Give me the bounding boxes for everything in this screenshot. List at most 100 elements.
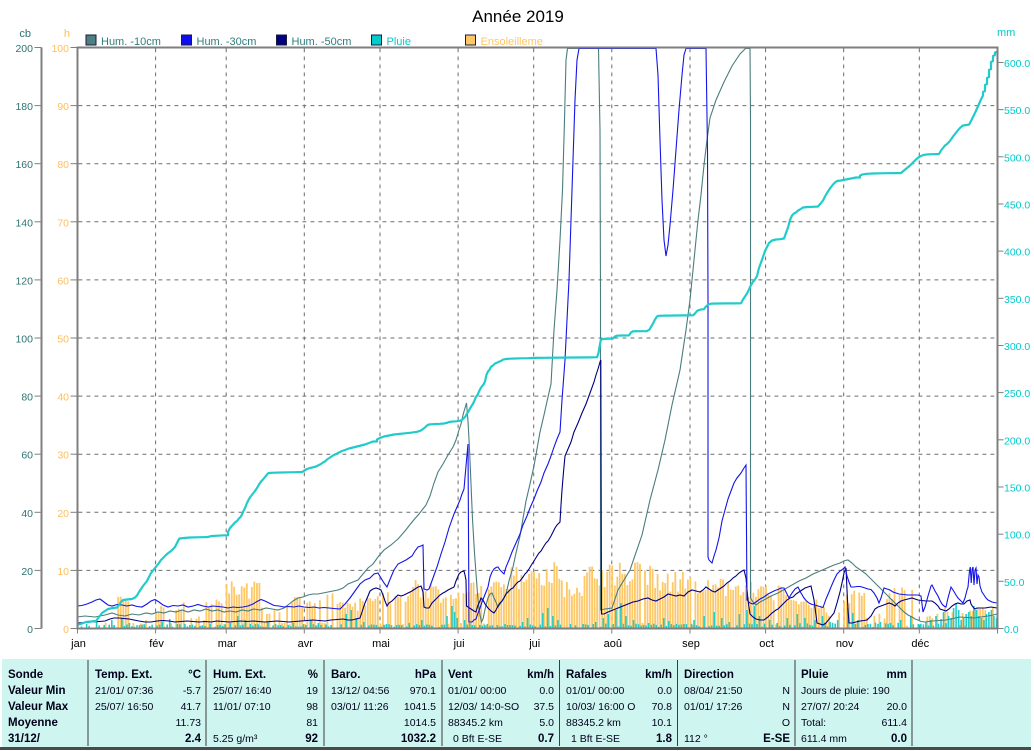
svg-text:11/01/ 07:10: 11/01/ 07:10: [213, 701, 271, 713]
svg-text:13/12/ 04:56: 13/12/ 04:56: [331, 685, 390, 697]
svg-text:Ensoleilleme: Ensoleilleme: [481, 36, 543, 48]
svg-text:550.0: 550.0: [1004, 105, 1030, 117]
svg-text:92: 92: [305, 733, 318, 745]
svg-text:400.0: 400.0: [1004, 247, 1030, 259]
svg-text:déc: déc: [911, 638, 929, 650]
svg-text:Vent: Vent: [448, 669, 472, 681]
svg-text:Temp. Ext.: Temp. Ext.: [95, 669, 152, 681]
svg-text:1.8: 1.8: [656, 733, 673, 745]
svg-text:250.0: 250.0: [1004, 388, 1030, 400]
svg-text:0.0: 0.0: [891, 733, 907, 745]
svg-text:01/01/ 17:26: 01/01/ 17:26: [684, 701, 743, 713]
svg-text:Année 2019: Année 2019: [472, 7, 564, 26]
svg-text:19: 19: [306, 685, 318, 697]
svg-text:Hum. -50cm: Hum. -50cm: [292, 36, 352, 48]
svg-text:jui: jui: [528, 638, 540, 650]
svg-text:5.0: 5.0: [539, 717, 554, 729]
svg-text:40: 40: [21, 508, 33, 520]
svg-text:611.4 mm: 611.4 mm: [801, 733, 847, 745]
svg-text:300.0: 300.0: [1004, 341, 1030, 353]
svg-text:mar: mar: [218, 638, 237, 650]
svg-text:2.4: 2.4: [185, 733, 202, 745]
svg-text:50.0: 50.0: [1004, 577, 1025, 589]
svg-text:Sonde: Sonde: [8, 669, 43, 681]
svg-text:-5.7: -5.7: [183, 685, 201, 697]
svg-text:oct: oct: [759, 638, 774, 650]
svg-text:180: 180: [15, 101, 33, 113]
svg-text:150.0: 150.0: [1004, 483, 1030, 495]
svg-text:50: 50: [57, 334, 69, 346]
svg-text:0.0: 0.0: [1004, 624, 1019, 636]
svg-text:sep: sep: [682, 638, 700, 650]
svg-text:h: h: [64, 28, 70, 40]
svg-text:88345.2 km: 88345.2 km: [566, 717, 621, 729]
svg-text:mm: mm: [887, 669, 907, 681]
svg-text:N: N: [782, 685, 790, 697]
svg-text:Total:: Total:: [801, 717, 826, 729]
svg-text:Rafales: Rafales: [566, 669, 607, 681]
svg-text:nov: nov: [836, 638, 854, 650]
svg-text:Hum. -30cm: Hum. -30cm: [197, 36, 257, 48]
svg-text:10.1: 10.1: [652, 717, 673, 729]
svg-text:0.7: 0.7: [538, 733, 554, 745]
svg-text:01/01/ 00:00: 01/01/ 00:00: [566, 685, 625, 697]
svg-text:200.0: 200.0: [1004, 435, 1030, 447]
svg-text:40: 40: [57, 392, 69, 404]
svg-text:Jours de pluie: 190: Jours de pluie: 190: [801, 685, 890, 697]
svg-text:37.5: 37.5: [534, 701, 555, 713]
svg-text:0: 0: [27, 624, 33, 636]
svg-text:km/h: km/h: [527, 669, 554, 681]
svg-text:80: 80: [57, 159, 69, 171]
svg-text:12/03/ 14:0-SO: 12/03/ 14:0-SO: [448, 701, 519, 713]
svg-text:60: 60: [21, 450, 33, 462]
svg-text:450.0: 450.0: [1004, 200, 1030, 212]
svg-text:10: 10: [57, 566, 69, 578]
svg-text:600.0: 600.0: [1004, 58, 1030, 70]
svg-text:70.8: 70.8: [652, 701, 673, 713]
svg-text:%: %: [308, 669, 318, 681]
svg-text:jan: jan: [70, 638, 86, 650]
svg-text:Hum. -10cm: Hum. -10cm: [101, 36, 161, 48]
svg-text:Valeur Min: Valeur Min: [8, 685, 66, 697]
svg-text:hPa: hPa: [415, 669, 437, 681]
svg-text:20: 20: [21, 566, 33, 578]
svg-text:200: 200: [15, 43, 33, 55]
svg-text:Pluie: Pluie: [387, 36, 411, 48]
svg-text:N: N: [782, 701, 790, 713]
svg-text:25/07/ 16:50: 25/07/ 16:50: [95, 701, 154, 713]
svg-text:81: 81: [306, 717, 318, 729]
svg-text:25/07/ 16:40: 25/07/ 16:40: [213, 685, 272, 697]
svg-text:100: 100: [15, 334, 33, 346]
svg-text:aoû: aoû: [604, 638, 622, 650]
svg-text:41.7: 41.7: [181, 701, 202, 713]
svg-text:100.0: 100.0: [1004, 530, 1030, 542]
svg-text:30: 30: [57, 450, 69, 462]
svg-text:1 Bft E-SE: 1 Bft E-SE: [571, 733, 620, 745]
svg-text:98: 98: [306, 701, 318, 713]
svg-text:5.25 g/m³: 5.25 g/m³: [213, 733, 258, 745]
svg-text:20: 20: [57, 508, 69, 520]
svg-text:jui: jui: [453, 638, 465, 650]
svg-text:01/01/ 00:00: 01/01/ 00:00: [448, 685, 507, 697]
svg-text:500.0: 500.0: [1004, 152, 1030, 164]
svg-text:31/12/: 31/12/: [8, 733, 41, 745]
svg-text:88345.2 km: 88345.2 km: [448, 717, 503, 729]
svg-text:611.4: 611.4: [882, 717, 908, 729]
svg-text:60: 60: [57, 275, 69, 287]
svg-text:27/07/ 20:24: 27/07/ 20:24: [801, 701, 860, 713]
svg-text:Pluie: Pluie: [801, 669, 828, 681]
svg-text:1032.2: 1032.2: [401, 733, 436, 745]
svg-text:08/04/ 21:50: 08/04/ 21:50: [684, 685, 743, 697]
svg-text:10/03/ 16:00 O: 10/03/ 16:00 O: [566, 701, 635, 713]
svg-text:1041.5: 1041.5: [404, 701, 436, 713]
svg-text:Valeur Max: Valeur Max: [8, 701, 69, 713]
svg-text:cb: cb: [19, 28, 31, 40]
svg-text:90: 90: [57, 101, 69, 113]
svg-text:Moyenne: Moyenne: [8, 717, 58, 729]
svg-text:11.73: 11.73: [176, 717, 202, 729]
svg-text:°C: °C: [188, 669, 201, 681]
svg-text:350.0: 350.0: [1004, 294, 1030, 306]
svg-text:0 Bft E-SE: 0 Bft E-SE: [453, 733, 502, 745]
svg-text:140: 140: [15, 217, 33, 229]
svg-text:20.0: 20.0: [887, 701, 908, 713]
